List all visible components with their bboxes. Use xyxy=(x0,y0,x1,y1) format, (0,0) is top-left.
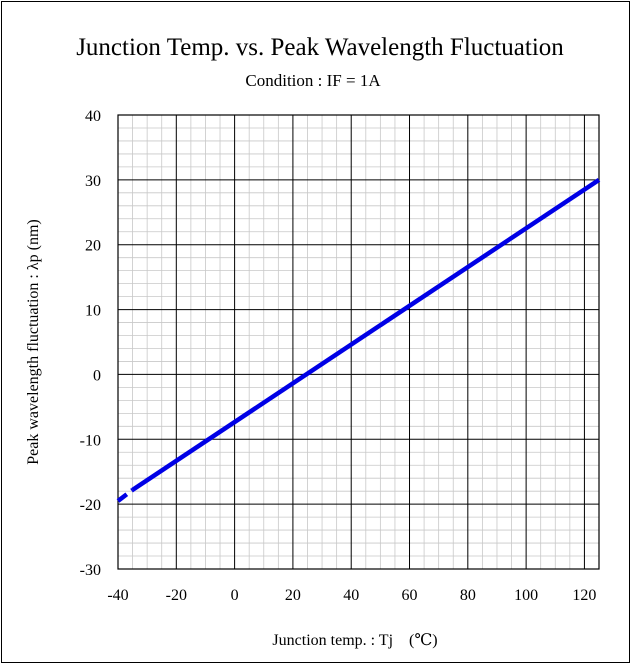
x-tick-label: 100 xyxy=(514,587,538,604)
y-axis-ticks: -30 -20 -10 0 10 20 30 40 xyxy=(80,108,101,579)
y-tick-label: -30 xyxy=(80,562,101,579)
series-line-dashed xyxy=(116,488,134,503)
x-axis-ticks: -40 -20 0 20 40 60 80 100 120 xyxy=(107,587,596,604)
series-line xyxy=(131,177,601,492)
y-tick-label: 20 xyxy=(85,238,101,255)
x-tick-label: -40 xyxy=(107,587,128,604)
y-tick-label: -20 xyxy=(80,497,101,514)
x-tick-label: 20 xyxy=(285,587,301,604)
x-tick-label: 0 xyxy=(231,587,239,604)
x-tick-label: 80 xyxy=(460,587,476,604)
chart-subtitle: Condition : IF = 1A xyxy=(245,71,381,90)
series-layer xyxy=(116,177,601,503)
x-tick-label: 40 xyxy=(343,587,359,604)
x-tick-label: 120 xyxy=(572,587,596,604)
x-axis-label: Junction temp. : Tj (℃) xyxy=(272,632,437,649)
y-tick-label: 30 xyxy=(85,173,101,190)
chart-title: Junction Temp. vs. Peak Wavelength Fluct… xyxy=(76,34,564,61)
y-tick-label: -10 xyxy=(80,432,101,449)
y-tick-label: 0 xyxy=(93,367,101,384)
plot-area-border xyxy=(117,114,600,570)
y-axis-label: Peak wavelength fluctuation : λp (nm) xyxy=(25,219,42,464)
minor-grid xyxy=(118,115,599,569)
x-tick-label: -20 xyxy=(166,587,187,604)
y-tick-label: 10 xyxy=(85,303,101,320)
y-tick-label: 40 xyxy=(85,108,101,125)
x-tick-label: 60 xyxy=(402,587,418,604)
